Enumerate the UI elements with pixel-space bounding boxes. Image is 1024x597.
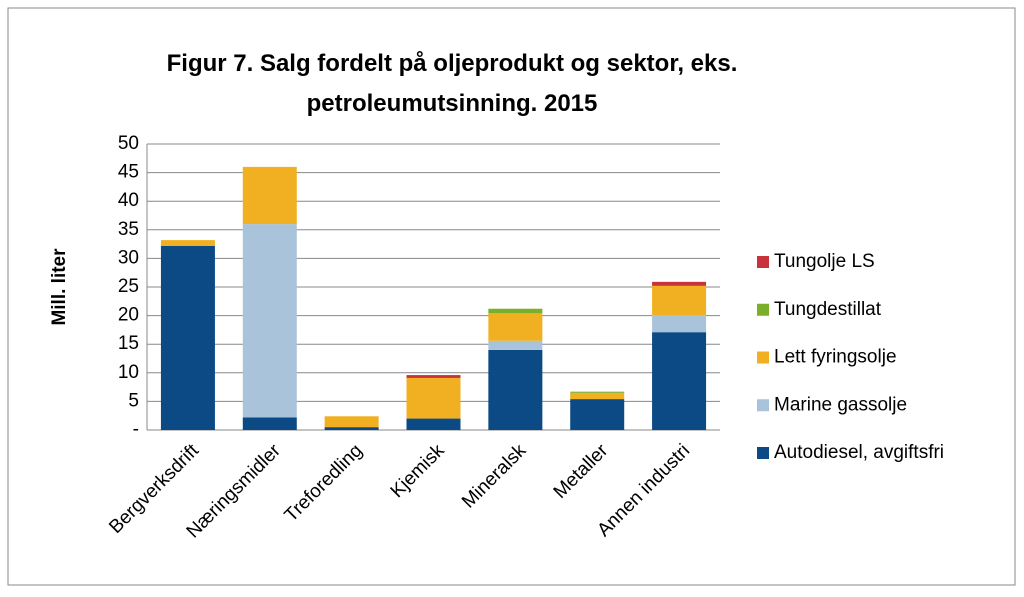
- legend-swatch: [757, 303, 769, 316]
- bar-segment: [488, 313, 543, 341]
- legend-swatch: [757, 256, 769, 268]
- bar-segment: [652, 332, 707, 430]
- bar-segment: [324, 416, 379, 428]
- legend-label: Tungolje LS: [774, 251, 875, 272]
- y-tick-label: 20: [118, 305, 139, 326]
- bar-segment: [160, 240, 215, 246]
- bar-segment: [652, 315, 707, 333]
- bar-segment: [488, 308, 543, 314]
- legend-label: Lett fyringsolje: [774, 347, 897, 368]
- y-tick-label: 30: [118, 247, 139, 268]
- y-tick-label: 40: [118, 190, 139, 211]
- bar-segment: [406, 418, 461, 430]
- legend-swatch: [757, 447, 769, 459]
- y-tick-label: 25: [118, 276, 139, 297]
- y-tick-label: 45: [118, 162, 139, 183]
- bar-segment: [406, 375, 461, 378]
- bar-segment: [652, 281, 707, 286]
- y-tick-label: 10: [118, 362, 139, 383]
- legend-swatch: [757, 351, 769, 364]
- bar-segment: [570, 399, 625, 430]
- legend-label: Tungdestillat: [774, 299, 882, 320]
- bar-segment: [160, 245, 215, 430]
- bar-segment: [652, 285, 707, 316]
- bar-segment: [324, 427, 379, 430]
- bar-segment: [406, 377, 461, 419]
- legend-swatch: [757, 399, 769, 412]
- y-tick-label: -: [133, 419, 139, 440]
- bar-segment: [242, 224, 297, 418]
- bar-segment: [570, 391, 625, 393]
- legend-label: Autodiesel, avgiftsfri: [774, 442, 944, 463]
- chart-title: Figur 7. Salg fordelt på oljeprodukt og …: [167, 50, 738, 117]
- bar-segment: [488, 349, 543, 430]
- bar-segment: [242, 417, 297, 430]
- y-axis-label: Mill. liter: [49, 248, 70, 326]
- y-tick-label: 50: [118, 133, 139, 154]
- bar-segment: [242, 166, 297, 225]
- y-tick-label: 5: [128, 390, 139, 411]
- bar-segment: [570, 392, 625, 400]
- y-tick-label: 15: [118, 333, 139, 354]
- bar-segment: [488, 340, 543, 350]
- legend-label: Marine gassolje: [774, 394, 907, 415]
- y-tick-label: 35: [118, 219, 139, 240]
